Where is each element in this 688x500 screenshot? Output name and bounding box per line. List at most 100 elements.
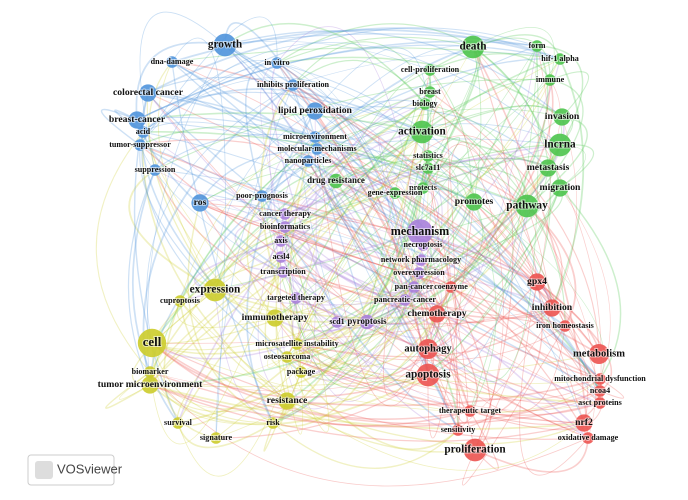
- node-label: form: [528, 41, 545, 50]
- edge: [366, 192, 433, 323]
- edge: [447, 141, 585, 424]
- edge: [469, 45, 538, 412]
- edge: [149, 307, 553, 392]
- edge: [214, 180, 337, 291]
- edge: [526, 79, 584, 207]
- edge: [142, 131, 553, 309]
- node-label: growth: [208, 39, 243, 51]
- edge: [427, 348, 601, 404]
- node-label: axis: [274, 236, 288, 245]
- edge: [215, 281, 538, 439]
- edge: [177, 343, 298, 477]
- node-label: cell: [143, 335, 162, 349]
- edge: [274, 317, 368, 332]
- node: [445, 281, 457, 293]
- node: [203, 278, 227, 302]
- node: [144, 366, 156, 378]
- edge: [147, 76, 294, 94]
- node-label: acid: [136, 127, 151, 136]
- edge: [179, 91, 431, 302]
- edge: [151, 342, 601, 413]
- node-label: transcription: [260, 267, 306, 276]
- edge: [284, 120, 423, 215]
- node: [407, 219, 433, 245]
- edge: [282, 271, 566, 327]
- edge: [141, 131, 288, 402]
- edge: [286, 356, 601, 385]
- edge: [462, 325, 566, 486]
- node: [134, 139, 146, 151]
- edge: [142, 76, 585, 424]
- edge: [248, 226, 286, 273]
- edge: [136, 44, 561, 121]
- edge: [284, 144, 561, 215]
- edge: [427, 374, 601, 404]
- edge: [427, 69, 472, 350]
- edge: [284, 226, 589, 439]
- edge: [427, 201, 475, 439]
- node-label: ncoa4: [590, 386, 610, 395]
- node-label: drug resistance: [307, 175, 365, 185]
- edge: [261, 99, 426, 197]
- edge: [151, 342, 471, 427]
- node: [328, 173, 344, 189]
- edge: [286, 356, 585, 424]
- node: [531, 40, 543, 52]
- edge: [157, 61, 216, 291]
- edge: [177, 422, 274, 449]
- edge: [457, 281, 543, 431]
- edge: [429, 91, 600, 355]
- node: [279, 221, 291, 233]
- edge: [404, 299, 601, 404]
- edge: [142, 88, 423, 133]
- node-label: inhibition: [532, 302, 573, 313]
- edge: [147, 92, 601, 380]
- node-label: pathway: [506, 200, 548, 212]
- edge: [149, 371, 601, 425]
- edge: [472, 46, 552, 283]
- node-label: colorectal cancer: [113, 87, 184, 98]
- edge: [292, 84, 429, 350]
- edge: [149, 256, 282, 445]
- edge: [282, 131, 423, 273]
- edge: [419, 231, 589, 439]
- node-label: immune: [536, 75, 565, 84]
- node-label: osteosarcoma: [264, 352, 311, 361]
- edge: [295, 91, 431, 299]
- node: [277, 266, 289, 278]
- edge: [280, 256, 406, 321]
- node-label: invasion: [545, 111, 580, 122]
- edge: [151, 259, 422, 344]
- edge: [419, 231, 476, 315]
- edge: [276, 62, 420, 274]
- edge: [276, 26, 421, 233]
- node: [594, 373, 606, 385]
- edge: [214, 289, 338, 323]
- edge: [292, 84, 368, 323]
- edge: [450, 286, 601, 404]
- node-label: migration: [540, 182, 582, 193]
- node: [575, 414, 593, 432]
- edge: [261, 46, 474, 197]
- edge: [413, 45, 538, 288]
- edge: [149, 103, 426, 373]
- edge: [246, 195, 276, 319]
- edge: [261, 155, 429, 369]
- edge: [314, 57, 561, 138]
- edge: [151, 299, 406, 360]
- edge: [263, 400, 288, 452]
- node: [302, 155, 314, 167]
- edge: [214, 192, 396, 291]
- edge: [472, 46, 482, 203]
- edge: [149, 155, 429, 386]
- edge: [316, 138, 561, 150]
- edge: [296, 46, 474, 345]
- edge: [139, 125, 475, 203]
- edge: [105, 371, 151, 409]
- edge: [163, 300, 217, 439]
- edge: [286, 356, 459, 451]
- edge: [214, 259, 422, 419]
- node: [548, 133, 572, 157]
- edge: [286, 205, 528, 358]
- edge: [413, 45, 539, 383]
